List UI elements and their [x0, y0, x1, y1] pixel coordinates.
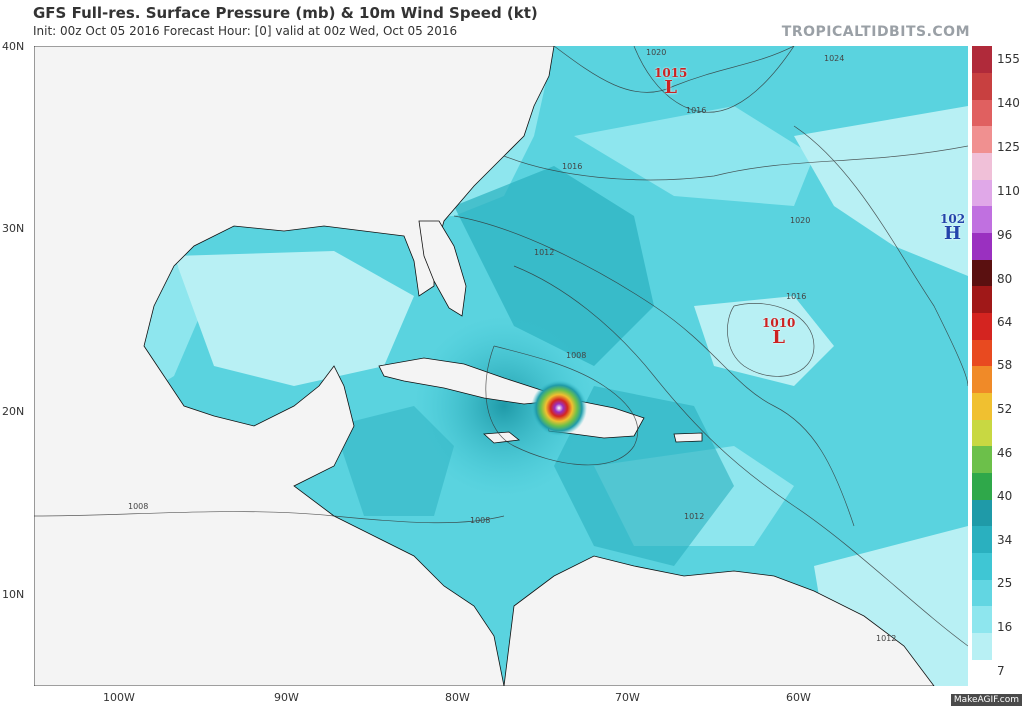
colorbar-tick: 64 — [997, 315, 1013, 329]
colorbar-segment — [972, 46, 992, 74]
lat-label-10n: 10N — [2, 588, 25, 601]
colorbar-tick: 140 — [997, 96, 1020, 110]
colorbar-tick: 96 — [997, 228, 1013, 242]
map-title: GFS Full-res. Surface Pressure (mb) & 10… — [33, 4, 538, 22]
colorbar-tick: 80 — [997, 272, 1013, 286]
colorbar-segment — [972, 259, 992, 287]
map-subtitle: Init: 00z Oct 05 2016 Forecast Hour: [0]… — [33, 24, 458, 38]
colorbar-segment — [972, 72, 992, 100]
colorbar-segment — [972, 206, 992, 234]
colorbar-segment — [972, 446, 992, 474]
lon-label-70w: 70W — [615, 691, 640, 704]
isobar-label: 1008 — [566, 351, 587, 360]
colorbar-tick: 125 — [997, 140, 1020, 154]
land-south-america — [503, 555, 935, 686]
isobar-label: 1020 — [646, 48, 667, 57]
land-north-america — [34, 46, 555, 686]
colorbar-segment — [972, 606, 992, 634]
isobar-label: 1012 — [684, 512, 705, 521]
colorbar-segment — [972, 339, 992, 367]
isobar-label: 1012 — [534, 248, 555, 257]
colorbar-segment — [972, 419, 992, 447]
lat-label-30n: 30N — [2, 222, 25, 235]
colorbar-segment — [972, 552, 992, 580]
isobar-label: 1008 — [128, 502, 149, 511]
isobar-label: 1016 — [786, 292, 807, 301]
colorbar-segment — [972, 152, 992, 180]
watermark: MakeAGIF.com — [950, 694, 1022, 706]
colorbar-segment — [972, 366, 992, 394]
lon-label-90w: 90W — [274, 691, 299, 704]
colorbar-segment — [972, 312, 992, 340]
lat-label-20n: 20N — [2, 405, 25, 418]
lon-label-80w: 80W — [445, 691, 470, 704]
colorbar-segment — [972, 392, 992, 420]
high-pressure-center: 102 H — [940, 212, 966, 244]
colorbar-segment — [972, 286, 992, 314]
low-pressure-center: 1010 L — [762, 316, 796, 348]
colorbar-segment — [972, 499, 992, 527]
land-florida — [418, 220, 467, 317]
lon-label-100w: 100W — [103, 691, 135, 704]
colorbar-segment — [972, 126, 992, 154]
isobar-label: 1012 — [876, 634, 897, 643]
colorbar-tick: 34 — [997, 533, 1013, 547]
colorbar-tick: 110 — [997, 184, 1020, 198]
colorbar-tick: 7 — [997, 664, 1005, 678]
isobars — [34, 46, 968, 647]
colorbar-segment — [972, 579, 992, 607]
isobar-label: 1008 — [470, 516, 491, 525]
colorbar-segment — [972, 472, 992, 500]
colorbar-tick: 16 — [997, 620, 1013, 634]
colorbar-segment — [972, 99, 992, 127]
isobar-label: 1020 — [790, 216, 811, 225]
colorbar-tick: 25 — [997, 576, 1013, 590]
colorbar-segment — [972, 232, 992, 260]
colorbar-segment — [972, 632, 992, 660]
colorbar-tick: 46 — [997, 446, 1013, 460]
colorbar-segment — [972, 179, 992, 207]
lon-label-60w: 60W — [786, 691, 811, 704]
colorbar-tick: 155 — [997, 52, 1020, 66]
brand-logo: TROPICALTIDBITS.COM — [781, 24, 970, 40]
colorbar — [972, 46, 992, 687]
colorbar-segment — [972, 526, 992, 554]
colorbar-tick: 40 — [997, 489, 1013, 503]
map-panel: 1020 1016 1024 1016 1012 1020 1016 1008 … — [34, 46, 968, 686]
isobar-label: 1024 — [824, 54, 845, 63]
wind-field — [34, 46, 968, 686]
low-pressure-center: 1015 L — [654, 66, 688, 98]
isobar-label: 1016 — [562, 162, 583, 171]
isobar-label: 1016 — [686, 106, 707, 115]
colorbar-tick: 58 — [997, 358, 1013, 372]
colorbar-tick: 52 — [997, 402, 1013, 416]
hurricane-core — [531, 380, 587, 436]
colorbar-segment — [972, 659, 992, 687]
lat-label-40n: 40N — [2, 40, 25, 53]
